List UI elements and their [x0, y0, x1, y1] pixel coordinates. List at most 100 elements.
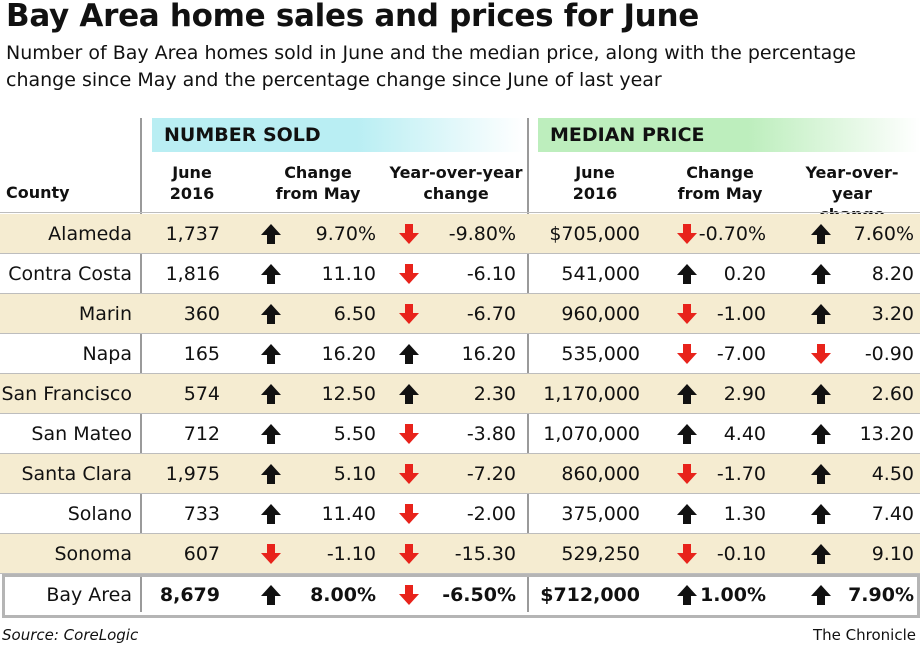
arrow-up-icon — [676, 584, 698, 610]
arrow-down-icon — [676, 223, 698, 249]
arrow-down-icon — [398, 223, 420, 249]
county-column-header: County — [6, 183, 70, 202]
publisher-credit: The Chronicle — [813, 626, 916, 644]
sold-cell: 8,679 — [159, 584, 220, 606]
table-row: Contra Costa 1,816 11.10 -6.10 541,000 0.20 8.… — [0, 254, 920, 294]
sold-change-cell: 12.50 — [321, 383, 376, 405]
header-line: 2016 — [169, 184, 215, 203]
header-line: from May — [275, 184, 361, 203]
sold-yoy-cell: 2.30 — [473, 383, 516, 405]
row-divider — [0, 413, 920, 414]
total-row: Bay Area 8,679 8.00% -6.50% $712,000 1.00% 7.9… — [0, 575, 920, 615]
median-price-group-header: MEDIAN PRICE — [538, 118, 920, 152]
price-change-cell: 1.30 — [723, 503, 766, 525]
sold-change-cell: -1.10 — [326, 543, 376, 565]
sold-cell: 712 — [183, 423, 220, 445]
county-cell: Solano — [67, 503, 132, 525]
arrow-down-icon — [398, 503, 420, 529]
table-row: Alameda 1,737 9.70% -9.80% $705,000 -0.70% 7.6… — [0, 214, 920, 254]
arrow-up-icon — [398, 383, 420, 409]
sold-change-cell: 5.10 — [333, 463, 376, 485]
sold-cell: 1,737 — [165, 223, 220, 245]
sold-change-cell: 5.50 — [333, 423, 376, 445]
price-cell: 860,000 — [561, 463, 640, 485]
sold-change-header: Change from May — [260, 162, 376, 204]
arrow-up-icon — [810, 543, 832, 569]
row-divider — [0, 533, 920, 534]
sold-cell: 733 — [183, 503, 220, 525]
arrow-down-icon — [398, 303, 420, 329]
row-divider — [0, 293, 920, 294]
arrow-down-icon — [398, 423, 420, 449]
header-line: June — [575, 163, 615, 182]
arrow-up-icon — [260, 503, 282, 529]
arrow-up-icon — [676, 503, 698, 529]
county-cell: San Mateo — [31, 423, 132, 445]
arrow-up-icon — [810, 584, 832, 610]
sold-cell: 360 — [183, 303, 220, 325]
arrow-up-icon — [260, 383, 282, 409]
price-change-cell: 2.90 — [723, 383, 766, 405]
arrow-up-icon — [676, 263, 698, 289]
chart-subtitle: Number of Bay Area homes sold in June an… — [6, 42, 856, 91]
arrow-up-icon — [810, 223, 832, 249]
arrow-up-icon — [398, 343, 420, 369]
sold-change-cell: 11.40 — [321, 503, 376, 525]
arrow-down-icon — [676, 343, 698, 369]
table-row: Sonoma 607 -1.10 -15.30 529,250 -0.10 9.10 — [0, 534, 920, 574]
arrow-up-icon — [260, 263, 282, 289]
county-cell: Marin — [78, 303, 132, 325]
header-line: change — [423, 184, 489, 203]
arrow-down-icon — [676, 543, 698, 569]
header-line: Change — [284, 163, 352, 182]
price-change-cell: 1.00% — [700, 584, 766, 606]
price-change-cell: -0.70% — [698, 223, 766, 245]
sold-yoy-cell: -6.50% — [442, 584, 516, 606]
table-row: San Mateo 712 5.50 -3.80 1,070,000 4.40 13.20 — [0, 414, 920, 454]
column-divider — [527, 118, 529, 612]
arrow-up-icon — [810, 263, 832, 289]
arrow-up-icon — [810, 463, 832, 489]
price-change-header: Change from May — [664, 162, 776, 204]
arrow-down-icon — [398, 543, 420, 569]
arrow-up-icon — [260, 463, 282, 489]
arrow-down-icon — [260, 543, 282, 569]
arrow-up-icon — [810, 303, 832, 329]
arrow-up-icon — [260, 303, 282, 329]
sold-yoy-cell: -9.80% — [448, 223, 516, 245]
header-line: June — [172, 163, 212, 182]
price-cell: 1,070,000 — [543, 423, 640, 445]
price-cell: 541,000 — [561, 263, 640, 285]
table-row: Santa Clara 1,975 5.10 -7.20 860,000 -1.70 4.5… — [0, 454, 920, 494]
table-row: Napa 165 16.20 16.20 535,000 -7.00 -0.90 — [0, 334, 920, 374]
arrow-up-icon — [810, 423, 832, 449]
row-divider — [0, 493, 920, 494]
price-change-cell: -0.10 — [716, 543, 766, 565]
arrow-up-icon — [260, 343, 282, 369]
price-cell: $712,000 — [540, 584, 640, 606]
county-cell: Napa — [82, 343, 132, 365]
county-cell: Contra Costa — [8, 263, 132, 285]
sold-yoy-cell: -3.80 — [466, 423, 516, 445]
sold-yoy-cell: -15.30 — [454, 543, 516, 565]
header-line: Year-over-year — [389, 163, 523, 182]
price-change-cell: -1.70 — [716, 463, 766, 485]
county-cell: Alameda — [48, 223, 132, 245]
source-note: Source: CoreLogic — [2, 626, 139, 644]
arrow-down-icon — [398, 584, 420, 610]
price-june-header: June 2016 — [550, 162, 640, 204]
arrow-up-icon — [810, 383, 832, 409]
price-yoy-cell: 2.60 — [871, 383, 914, 405]
row-divider — [0, 453, 920, 454]
sold-yoy-header: Year-over-year change — [388, 162, 524, 204]
header-line: Change — [686, 163, 754, 182]
sold-yoy-cell: -6.70 — [466, 303, 516, 325]
sold-yoy-cell: -2.00 — [466, 503, 516, 525]
row-divider — [0, 253, 920, 254]
sold-change-cell: 11.10 — [321, 263, 376, 285]
price-yoy-cell: 9.10 — [871, 543, 914, 565]
arrow-down-icon — [676, 303, 698, 329]
arrow-up-icon — [676, 423, 698, 449]
header-line: from May — [677, 184, 763, 203]
arrow-up-icon — [260, 223, 282, 249]
